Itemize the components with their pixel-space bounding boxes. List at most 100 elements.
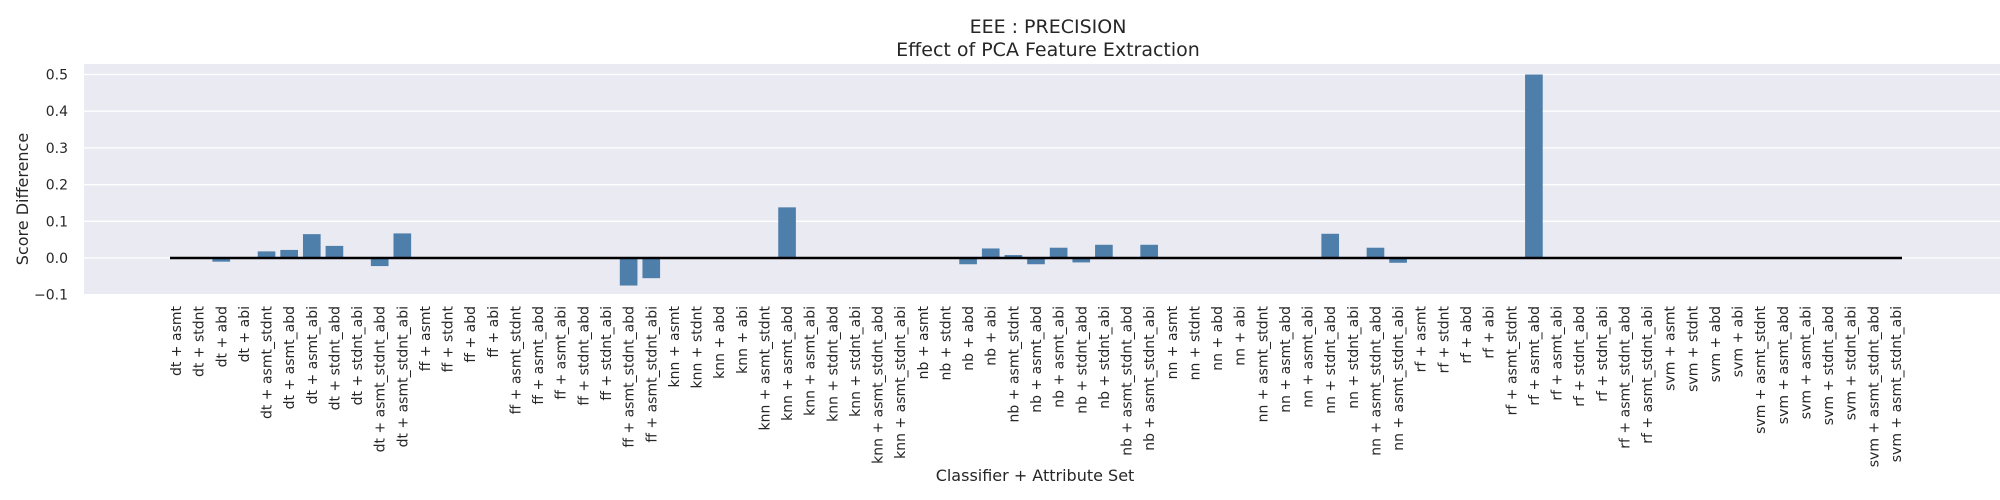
bar: [1072, 258, 1091, 263]
bar: [1049, 247, 1068, 258]
x-tick-label: rf + abd: [1459, 306, 1475, 364]
bar: [1095, 244, 1113, 258]
bar: [257, 251, 276, 258]
x-tick-label: svm + stdnt_abi: [1844, 306, 1860, 420]
x-tick-label: ff + asmt_abi: [554, 306, 570, 400]
x-tick-label: dt + asmt_stdnt_abi: [395, 306, 411, 447]
x-tick-label: dt + asmt: [169, 305, 185, 376]
x-tick-label: knn + asmt_abd: [780, 306, 796, 421]
x-tick-label: nb + asmt_abi: [1052, 306, 1068, 408]
x-tick-label: ff + asmt_stdnt: [508, 305, 524, 414]
x-tick-label: dt + asmt_stdnt_abd: [373, 306, 389, 452]
x-tick-label: nb + stdnt_abi: [1097, 306, 1113, 409]
x-tick-label: dt + abi: [237, 306, 253, 362]
x-tick-label: nb + asmt_stdnt: [1006, 306, 1022, 423]
bar: [1525, 74, 1543, 258]
bar: [370, 258, 389, 267]
bar: [302, 234, 321, 258]
x-tick-label: svm + abd: [1708, 306, 1724, 382]
x-tick-label: dt + abd: [214, 306, 230, 367]
x-tick-label: dt + stdnt_abd: [327, 306, 343, 410]
y-tick-label: 0.1: [46, 214, 68, 230]
x-tick-label: rf + asmt_abd: [1527, 306, 1543, 406]
chart-subtitle: Effect of PCA Feature Extraction: [896, 39, 1200, 61]
bar: [212, 258, 231, 262]
x-tick-label: rf + asmt: [1414, 306, 1430, 373]
x-axis-ticks: dt + asmt dt + stdnt dt + abd dt + abi dt + …: [169, 305, 1905, 467]
x-tick-label: knn + abd: [712, 306, 728, 379]
x-tick-label: nn + stdnt_abd: [1323, 306, 1339, 414]
x-tick-label: nn + abi: [1233, 306, 1249, 366]
x-tick-label: nn + stdnt: [1187, 306, 1203, 381]
x-tick-label: rf + stdnt: [1436, 306, 1452, 374]
x-tick-label: dt + asmt_stdnt: [260, 305, 276, 419]
x-tick-label: ff + abi: [486, 306, 502, 358]
bar: [778, 207, 796, 258]
x-tick-label: rf + asmt_abi: [1550, 306, 1566, 401]
chart-title: EEE : PRECISION: [970, 16, 1127, 38]
y-tick-label: 0.3: [46, 141, 68, 157]
x-tick-label: knn + stdnt_abi: [848, 306, 864, 417]
y-tick-label: 0.2: [46, 178, 68, 194]
x-tick-label: nb + asmt_abd: [1029, 306, 1045, 413]
bar: [1140, 244, 1158, 258]
x-tick-label: svm + asmt_stdnt: [1753, 306, 1769, 434]
y-tick-label: 0.4: [46, 104, 68, 120]
bar: [959, 258, 977, 265]
x-axis-label: Classifier + Attribute Set: [936, 466, 1135, 485]
x-tick-label: nn + asmt_abd: [1278, 306, 1294, 413]
x-tick-label: nb + asmt: [916, 305, 932, 379]
bar: [619, 258, 638, 286]
bar: [280, 249, 298, 258]
y-tick-label: 0.0: [46, 251, 68, 267]
x-tick-label: nn + asmt_stdnt_abi: [1391, 306, 1407, 451]
x-tick-label: ff + asmt_abd: [531, 306, 547, 405]
x-tick-label: nb + asmt_stdnt_abi: [1142, 306, 1158, 451]
x-tick-label: nn + asmt_abi: [1301, 306, 1317, 408]
x-tick-label: ff + stdnt: [441, 305, 457, 372]
y-tick-label: 0.5: [46, 68, 68, 84]
x-tick-label: ff + asmt: [418, 305, 434, 371]
x-tick-label: svm + asmt_abi: [1798, 306, 1814, 419]
x-tick-label: knn + stdnt_abd: [825, 306, 841, 422]
bar: [1366, 247, 1385, 258]
x-tick-label: svm + asmt: [1663, 306, 1679, 391]
x-tick-label: svm + asmt_abd: [1776, 306, 1792, 424]
x-tick-label: knn + asmt: [667, 305, 683, 387]
x-tick-label: nn + stdnt_abi: [1346, 306, 1362, 409]
x-tick-label: dt + stdnt: [192, 305, 208, 377]
x-tick-label: knn + asmt_stdnt: [757, 306, 773, 431]
x-tick-label: knn + asmt_stdnt_abi: [893, 306, 909, 459]
y-tick-label: −0.1: [34, 288, 68, 304]
x-tick-label: knn + stdnt: [690, 306, 706, 389]
x-tick-label: knn + asmt_stdnt_abd: [871, 306, 887, 464]
bar: [642, 258, 661, 279]
x-tick-label: dt + asmt_abi: [305, 306, 321, 404]
x-tick-label: svm + asmt_stdnt_abi: [1889, 306, 1905, 462]
bar: [325, 245, 344, 258]
bar: [981, 248, 1000, 258]
x-tick-label: knn + abi: [735, 306, 751, 374]
bar: [1321, 233, 1340, 258]
x-tick-label: nb + asmt_stdnt_abd: [1120, 306, 1136, 456]
x-tick-label: nn + asmt_stdnt: [1255, 306, 1271, 423]
x-tick-label: svm + stdnt_abd: [1821, 306, 1837, 425]
x-tick-label: ff + stdnt_abd: [576, 306, 592, 406]
y-axis-ticks: −0.1 0.0 0.1 0.2 0.3 0.4 0.5: [34, 68, 68, 304]
x-tick-label: nn + abd: [1210, 306, 1226, 371]
y-axis-label: Score Difference: [13, 133, 32, 265]
x-tick-label: svm + asmt_stdnt_abd: [1866, 306, 1882, 467]
x-tick-label: ff + stdnt_abi: [599, 306, 615, 401]
x-tick-label: nn + asmt: [1165, 306, 1181, 380]
x-tick-label: rf + asmt_stdnt_abd: [1617, 306, 1633, 449]
bar: [1027, 258, 1045, 265]
bar: [393, 233, 412, 258]
x-tick-label: dt + stdnt_abi: [350, 306, 366, 405]
x-tick-label: nn + asmt_stdnt_abd: [1368, 306, 1384, 456]
x-tick-label: nb + abd: [961, 306, 977, 371]
x-tick-label: nb + stdnt: [938, 306, 954, 381]
x-tick-label: ff + abd: [463, 306, 479, 363]
x-tick-label: rf + abi: [1482, 306, 1498, 359]
x-tick-label: rf + asmt_stdnt: [1504, 306, 1520, 416]
